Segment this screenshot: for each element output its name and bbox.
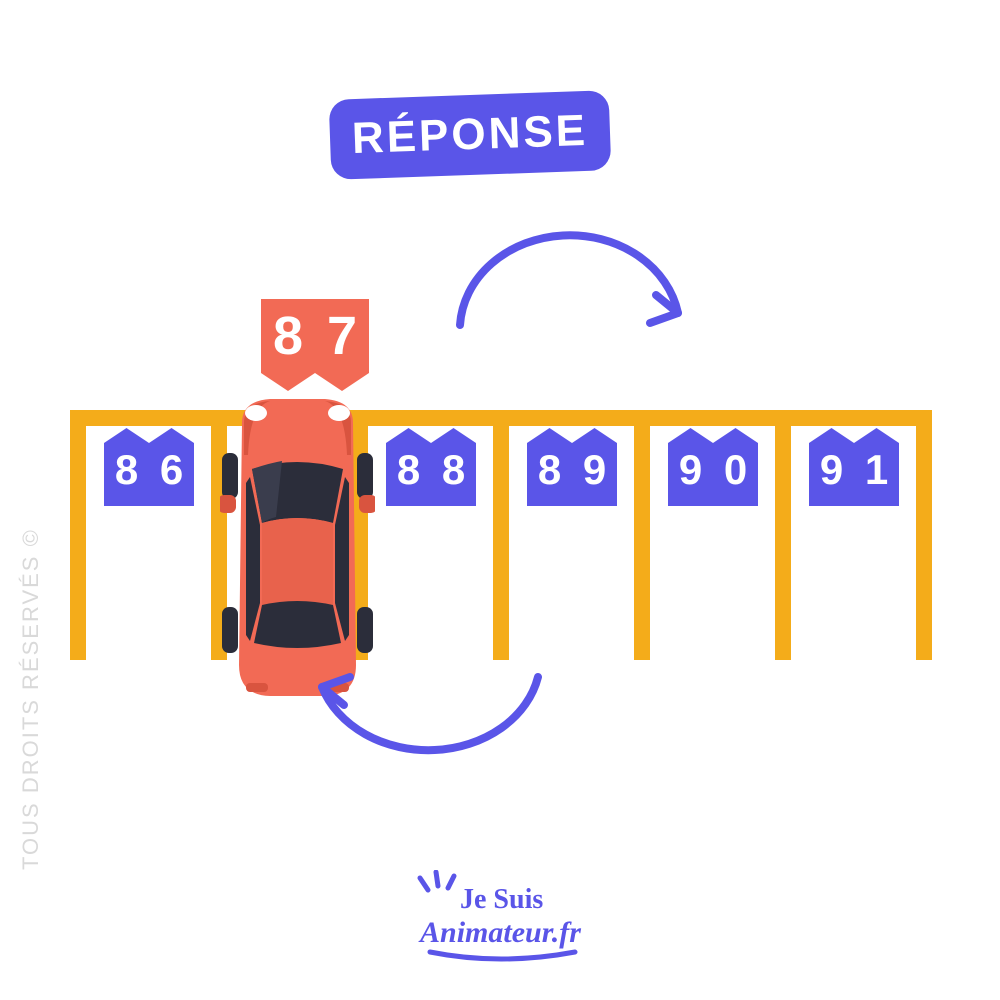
parking-area [70,410,932,660]
spot-tag-0: 8 6 [104,428,194,506]
bottom-rotation-arrow-icon [280,655,560,805]
spot-tag-4: 9 0 [668,428,758,506]
answer-tag: 8 7 [261,299,369,391]
brand-logo: Je Suis Animateur.fr [400,870,600,970]
spot-tag-3: 8 9 [527,428,617,506]
parking-divider-4 [634,426,650,660]
title-text: RÉPONSE [351,106,589,164]
parking-divider-5 [775,426,791,660]
parking-divider-0 [70,426,86,660]
spot-2-digit-right: 8 [431,428,476,506]
answer-digit-right: 7 [315,299,369,391]
parking-top-line [70,410,932,426]
spot-tag-2: 8 8 [386,428,476,506]
logo-bottom-text: Animateur.fr [418,916,581,949]
spot-4-digit-right: 0 [713,428,758,506]
spot-3-digit-left: 8 [527,428,572,506]
spot-3-digit-right: 9 [572,428,617,506]
title-badge: RÉPONSE [329,90,612,180]
spot-0-digit-left: 8 [104,428,149,506]
parking-divider-3 [493,426,509,660]
spot-0-digit-right: 6 [149,428,194,506]
spot-5-digit-left: 9 [809,428,854,506]
copyright-text: TOUS DROITS RÉSERVÉS © [18,528,44,870]
spot-tag-5: 9 1 [809,428,899,506]
logo-top-text: Je Suis [460,884,543,915]
parking-divider-6 [916,426,932,660]
answer-digit-left: 8 [261,299,315,391]
spot-2-digit-left: 8 [386,428,431,506]
spot-5-digit-right: 1 [854,428,899,506]
spot-4-digit-left: 9 [668,428,713,506]
top-rotation-arrow-icon [440,195,720,355]
